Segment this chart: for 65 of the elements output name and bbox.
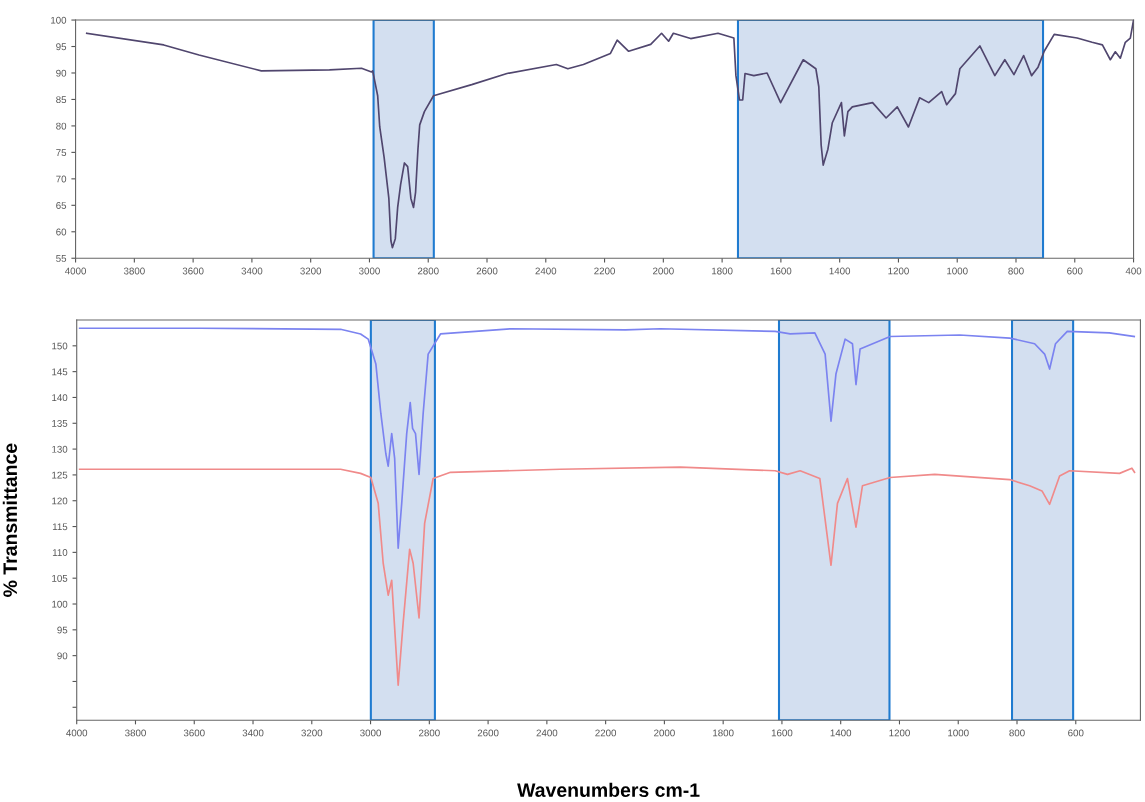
x-tick-label: 2400 (535, 267, 557, 275)
x-tick-label: 3800 (125, 729, 146, 737)
x-tick-label: 1800 (712, 267, 733, 275)
x-tick-label: 2800 (419, 729, 440, 737)
x-tick-label: 400 (1125, 267, 1142, 275)
x-tick-label: 1200 (889, 729, 910, 737)
y-tick-label: 115 (52, 523, 68, 531)
x-tick-label: 2000 (653, 267, 674, 275)
line-series (85, 20, 1134, 249)
y-tick-label: 110 (52, 549, 68, 556)
y-tick-label: 75 (56, 149, 67, 156)
x-tick-label: 1400 (830, 729, 852, 737)
y-tick-label: 70 (56, 175, 67, 183)
x-tick-label: 3000 (360, 729, 381, 737)
x-tick-label: 3400 (242, 729, 264, 737)
x-tick-label: 3600 (182, 267, 204, 275)
y-tick-label: 65 (56, 202, 67, 209)
x-tick-label: 2000 (654, 729, 675, 737)
x-tick-label: 2400 (536, 729, 558, 737)
y-tick-label: 60 (56, 228, 67, 236)
y-tick-label: 100 (52, 600, 68, 608)
x-tick-label: 1000 (947, 267, 968, 275)
y-tick-label: 120 (52, 497, 68, 505)
x-tick-label: 1600 (770, 267, 792, 275)
y-tick-label: 55 (56, 255, 67, 262)
y-tick-label: 100 (51, 16, 67, 24)
y-tick-label: 105 (52, 574, 68, 582)
x-axis-title: Wavenumbers cm-1 (517, 782, 700, 798)
x-tick-label: 1000 (948, 729, 969, 737)
x-tick-label: 4000 (66, 729, 88, 737)
y-tick-label: 135 (52, 420, 68, 427)
x-tick-label: 3200 (301, 729, 323, 737)
x-tick-label: 3400 (241, 267, 263, 275)
x-tick-label: 2200 (594, 267, 615, 275)
y-tick-label: 80 (56, 122, 67, 130)
x-tick-label: 1800 (713, 729, 734, 737)
y-tick-label: 95 (56, 43, 67, 51)
y-tick-label: 145 (52, 368, 68, 376)
x-tick-label: 1400 (829, 267, 851, 275)
x-tick-label: 600 (1067, 267, 1083, 275)
x-tick-label: 600 (1068, 729, 1084, 737)
x-tick-label: 800 (1008, 267, 1024, 275)
x-tick-label: 1200 (888, 267, 909, 275)
y-tick-label: 125 (52, 471, 68, 479)
y-tick-label: 90 (56, 69, 67, 77)
x-tick-label: 3600 (183, 729, 205, 737)
x-tick-label: 1600 (771, 729, 793, 737)
y-tick-label: 90 (57, 652, 68, 660)
x-tick-label: 3200 (300, 267, 322, 275)
y-axis-title: % Transmittance (2, 443, 18, 597)
y-tick-label: 140 (52, 394, 68, 402)
x-tick-label: 4000 (64, 267, 86, 275)
line-series (78, 466, 1136, 686)
x-tick-label: 2600 (476, 267, 498, 275)
x-tick-label: 2600 (477, 729, 499, 737)
x-tick-label: 2200 (595, 729, 617, 737)
y-tick-label: 85 (56, 96, 67, 104)
x-tick-label: 2800 (417, 267, 439, 275)
line-series (78, 327, 1136, 550)
y-tick-label: 150 (52, 342, 68, 350)
x-tick-label: 3000 (359, 267, 380, 275)
y-tick-label: 95 (57, 626, 68, 634)
y-tick-label: 130 (52, 445, 68, 453)
x-tick-label: 3800 (123, 267, 145, 275)
x-tick-label: 800 (1009, 729, 1025, 737)
